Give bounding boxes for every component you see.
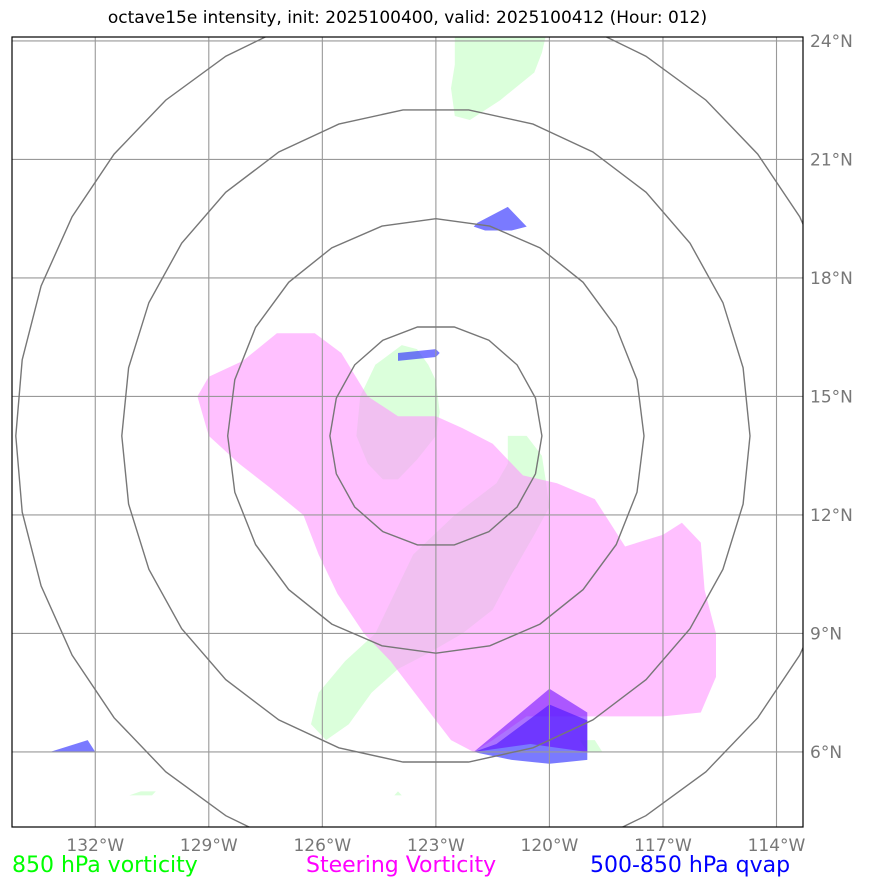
plot-frame [11,36,804,828]
longitude-tick-label: 120°W [521,836,579,856]
longitude-tick-label: 132°W [66,836,124,856]
longitude-labels: 132°W 129°W 126°W 123°W 120°W 117°W 114°W [66,836,805,856]
field-shading [49,37,716,796]
latitude-tick-label: 12°N [810,506,853,526]
latitude-tick-label: 24°N [810,32,853,52]
latitude-tick-label: 9°N [810,624,842,644]
legend-steering-vorticity: Steering Vorticity [306,853,497,878]
steering-vorticity-area-1 [197,333,716,752]
chart-title: octave15e intensity, init: 2025100400, v… [107,8,708,28]
longitude-tick-label: 117°W [634,836,692,856]
longitude-tick-label: 126°W [293,836,351,856]
850-hpa-vorticity-area-6 [394,791,402,796]
legend-850hpa-vorticity: 850 hPa vorticity [12,853,198,878]
distance-rings [15,37,803,827]
latitude-tick-label: 18°N [810,269,853,289]
500-850-hpa-qvap-area-4 [49,740,96,752]
500-850-hpa-qvap-area-2 [398,349,440,361]
latitude-labels: 6°N 9°N 12°N 15°N 18°N 21°N 24°N [810,32,853,763]
longitude-tick-label: 114°W [748,836,806,856]
distance-ring-4 [15,37,803,827]
legend-qvap: 500-850 hPa qvap [590,853,791,878]
distance-ring-1 [329,326,543,546]
latitude-tick-label: 6°N [810,743,842,763]
graticule [12,37,803,827]
500-850-hpa-qvap-area-1 [473,206,527,231]
850-hpa-vorticity-area-5 [129,791,156,796]
latitude-tick-label: 21°N [810,150,853,170]
longitude-tick-label: 129°W [180,836,238,856]
850-hpa-vorticity-area-1 [451,37,546,120]
latitude-tick-label: 15°N [810,387,853,407]
distance-ring-2 [226,217,645,654]
longitude-tick-label: 123°W [407,836,465,856]
distance-ring-3 [121,109,751,763]
